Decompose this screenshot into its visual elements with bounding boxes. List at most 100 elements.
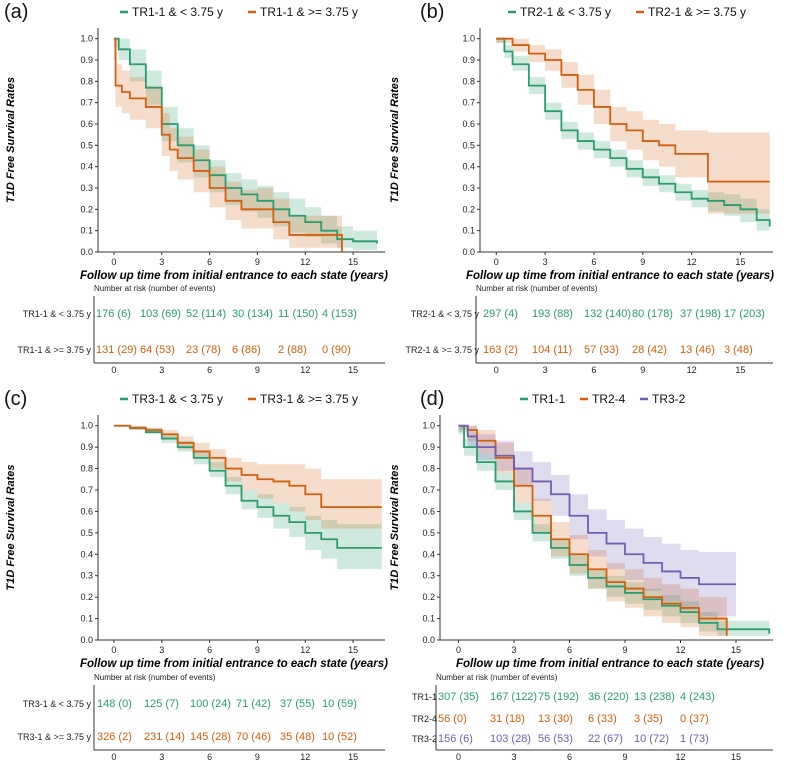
y-tick-label: 1.0 <box>80 34 93 44</box>
legend: TR2-1 & < 3.75 y TR2-1 & >= 3.75 y <box>508 5 746 19</box>
risk-x-tick-label: 0 <box>111 365 116 375</box>
risk-cell: 125 (7) <box>144 698 179 710</box>
y-tick-label: 0.2 <box>80 592 93 602</box>
x-tick-label: 12 <box>300 257 310 267</box>
risk-x-tick-label: 6 <box>567 752 572 762</box>
x-tick-label: 6 <box>207 257 212 267</box>
x-tick-label: 12 <box>300 645 310 655</box>
y-axis-label: T1D Free Survival Rates <box>389 77 401 203</box>
chart-panel-4: (d) TR1-1 TR2-4 TR3-2 0.0 0.1 0.2 0.3 0.4 0.5 0.6 0… <box>389 388 773 762</box>
risk-cell: 6 (33) <box>588 713 617 725</box>
ci-band-2 <box>113 425 382 529</box>
x-tick-label: 15 <box>348 257 358 267</box>
risk-row-label: TR1-1 & < 3.75 y <box>23 309 92 319</box>
y-tick-label: 0.3 <box>462 183 475 193</box>
risk-x-tick-label: 15 <box>731 752 741 762</box>
x-axis-label: Follow up time from initial entrance to … <box>456 658 764 670</box>
x-tick-label: 12 <box>675 645 685 655</box>
risk-cell: 231 (14) <box>144 731 185 743</box>
survival-line-1 <box>496 37 771 227</box>
survival-line-2 <box>458 424 728 636</box>
y-tick-label: 1.0 <box>80 421 93 431</box>
risk-cell: 0 (37) <box>680 713 709 725</box>
y-tick-label: 0.0 <box>422 635 435 645</box>
risk-cell: 10 (52) <box>322 731 357 743</box>
x-tick-label: 0 <box>494 257 499 267</box>
y-tick-label: 0.2 <box>80 204 93 214</box>
y-tick-label: 0.2 <box>422 592 435 602</box>
y-tick-label: 1.0 <box>422 421 435 431</box>
risk-x-tick-label: 6 <box>591 365 596 375</box>
x-axis-label: Follow up time from initial entrance to … <box>80 270 388 282</box>
risk-table: Number at risk (number of events) TR1-1 &… <box>17 284 385 375</box>
legend: TR1-1 TR2-4 TR3-2 <box>520 392 686 406</box>
risk-cell: 176 (6) <box>96 308 131 320</box>
risk-cell: 100 (24) <box>190 698 231 710</box>
y-axis-label: T1D Free Survival Rates <box>5 77 17 203</box>
x-tick-label: 6 <box>567 645 572 655</box>
risk-table-title: Number at risk (number of events) <box>94 673 216 682</box>
risk-cell: 13 (238) <box>634 691 675 703</box>
risk-row-label: TR2-1 & >= 3.75 y <box>405 345 479 355</box>
risk-cell: 132 (140) <box>584 308 631 320</box>
risk-cell: 28 (42) <box>632 344 667 356</box>
risk-x-tick-label: 15 <box>735 365 745 375</box>
x-tick-label: 3 <box>159 257 164 267</box>
risk-cell: 103 (28) <box>490 733 531 745</box>
legend-entry: TR2-4 <box>592 392 626 406</box>
x-tick-label: 15 <box>348 645 358 655</box>
y-tick-label: 0.2 <box>462 204 475 214</box>
x-axis-label: Follow up time from initial entrance to … <box>80 658 388 670</box>
risk-x-tick-label: 3 <box>159 752 164 762</box>
risk-cell: 163 (2) <box>483 344 518 356</box>
risk-x-tick-label: 0 <box>456 752 461 762</box>
y-tick-label: 0.8 <box>80 464 93 474</box>
risk-x-tick-label: 12 <box>675 752 685 762</box>
risk-table: Number at risk (number of events)TR1-1 30… <box>412 673 773 762</box>
risk-cell: 11 (150) <box>278 308 318 320</box>
risk-cell: 10 (72) <box>634 733 669 745</box>
risk-row-label: TR1-1 <box>412 692 437 702</box>
y-tick-label: 0.6 <box>80 119 93 129</box>
y-tick-label: 0.4 <box>80 162 93 172</box>
risk-table-title: Number at risk (number of events) <box>436 673 558 682</box>
survival-line-2 <box>113 37 343 252</box>
x-tick-label: 9 <box>255 257 260 267</box>
x-tick-label: 6 <box>591 257 596 267</box>
risk-cell: 103 (69) <box>140 308 181 320</box>
legend: TR1-1 & < 3.75 y TR1-1 & >= 3.75 y <box>120 5 358 19</box>
y-tick-label: 0.0 <box>80 635 93 645</box>
risk-cell: 4 (153) <box>322 308 357 320</box>
y-tick-label: 0.1 <box>462 226 475 236</box>
panel-label: (b) <box>420 1 444 23</box>
survival-line-3 <box>458 424 736 586</box>
risk-cell: 326 (2) <box>97 731 132 743</box>
risk-row-label: TR2-1 & < 3.75 y <box>411 309 480 319</box>
risk-cell: 64 (53) <box>140 344 175 356</box>
risk-cell: 23 (78) <box>186 344 221 356</box>
legend-entry: TR3-1 & >= 3.75 y <box>260 392 358 406</box>
y-tick-label: 0.3 <box>422 571 435 581</box>
risk-x-tick-label: 12 <box>300 752 310 762</box>
ci-band-1 <box>113 38 378 250</box>
risk-cell: 35 (48) <box>280 731 315 743</box>
risk-cell: 193 (88) <box>532 308 573 320</box>
legend: TR3-1 & < 3.75 y TR3-1 & >= 3.75 y <box>120 392 358 406</box>
risk-cell: 13 (46) <box>680 344 715 356</box>
y-tick-label: 0.6 <box>80 506 93 516</box>
risk-row-label: TR2-4 <box>412 714 437 724</box>
y-tick-label: 0.1 <box>80 614 93 624</box>
y-tick-label: 0.0 <box>80 247 93 257</box>
y-tick-label: 0.1 <box>422 614 435 624</box>
legend-entry: TR1-1 <box>532 392 566 406</box>
y-tick-label: 0.8 <box>422 464 435 474</box>
risk-table: Number at risk (number of events) TR2-1 &… <box>405 284 773 375</box>
risk-cell: 71 (42) <box>236 698 271 710</box>
risk-cell: 22 (67) <box>588 733 623 745</box>
y-tick-label: 0.5 <box>422 528 435 538</box>
risk-cell: 70 (46) <box>236 731 271 743</box>
y-tick-label: 0.7 <box>422 485 435 495</box>
y-tick-label: 0.7 <box>462 98 475 108</box>
x-tick-label: 12 <box>687 257 697 267</box>
y-tick-label: 0.5 <box>80 528 93 538</box>
